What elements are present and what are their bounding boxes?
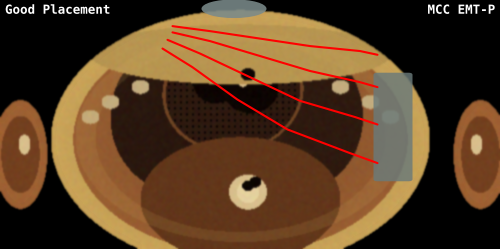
FancyBboxPatch shape <box>374 73 412 181</box>
Text: Good Placement: Good Placement <box>5 4 110 17</box>
Ellipse shape <box>202 0 266 18</box>
Text: MCC EMT-P: MCC EMT-P <box>428 4 495 17</box>
